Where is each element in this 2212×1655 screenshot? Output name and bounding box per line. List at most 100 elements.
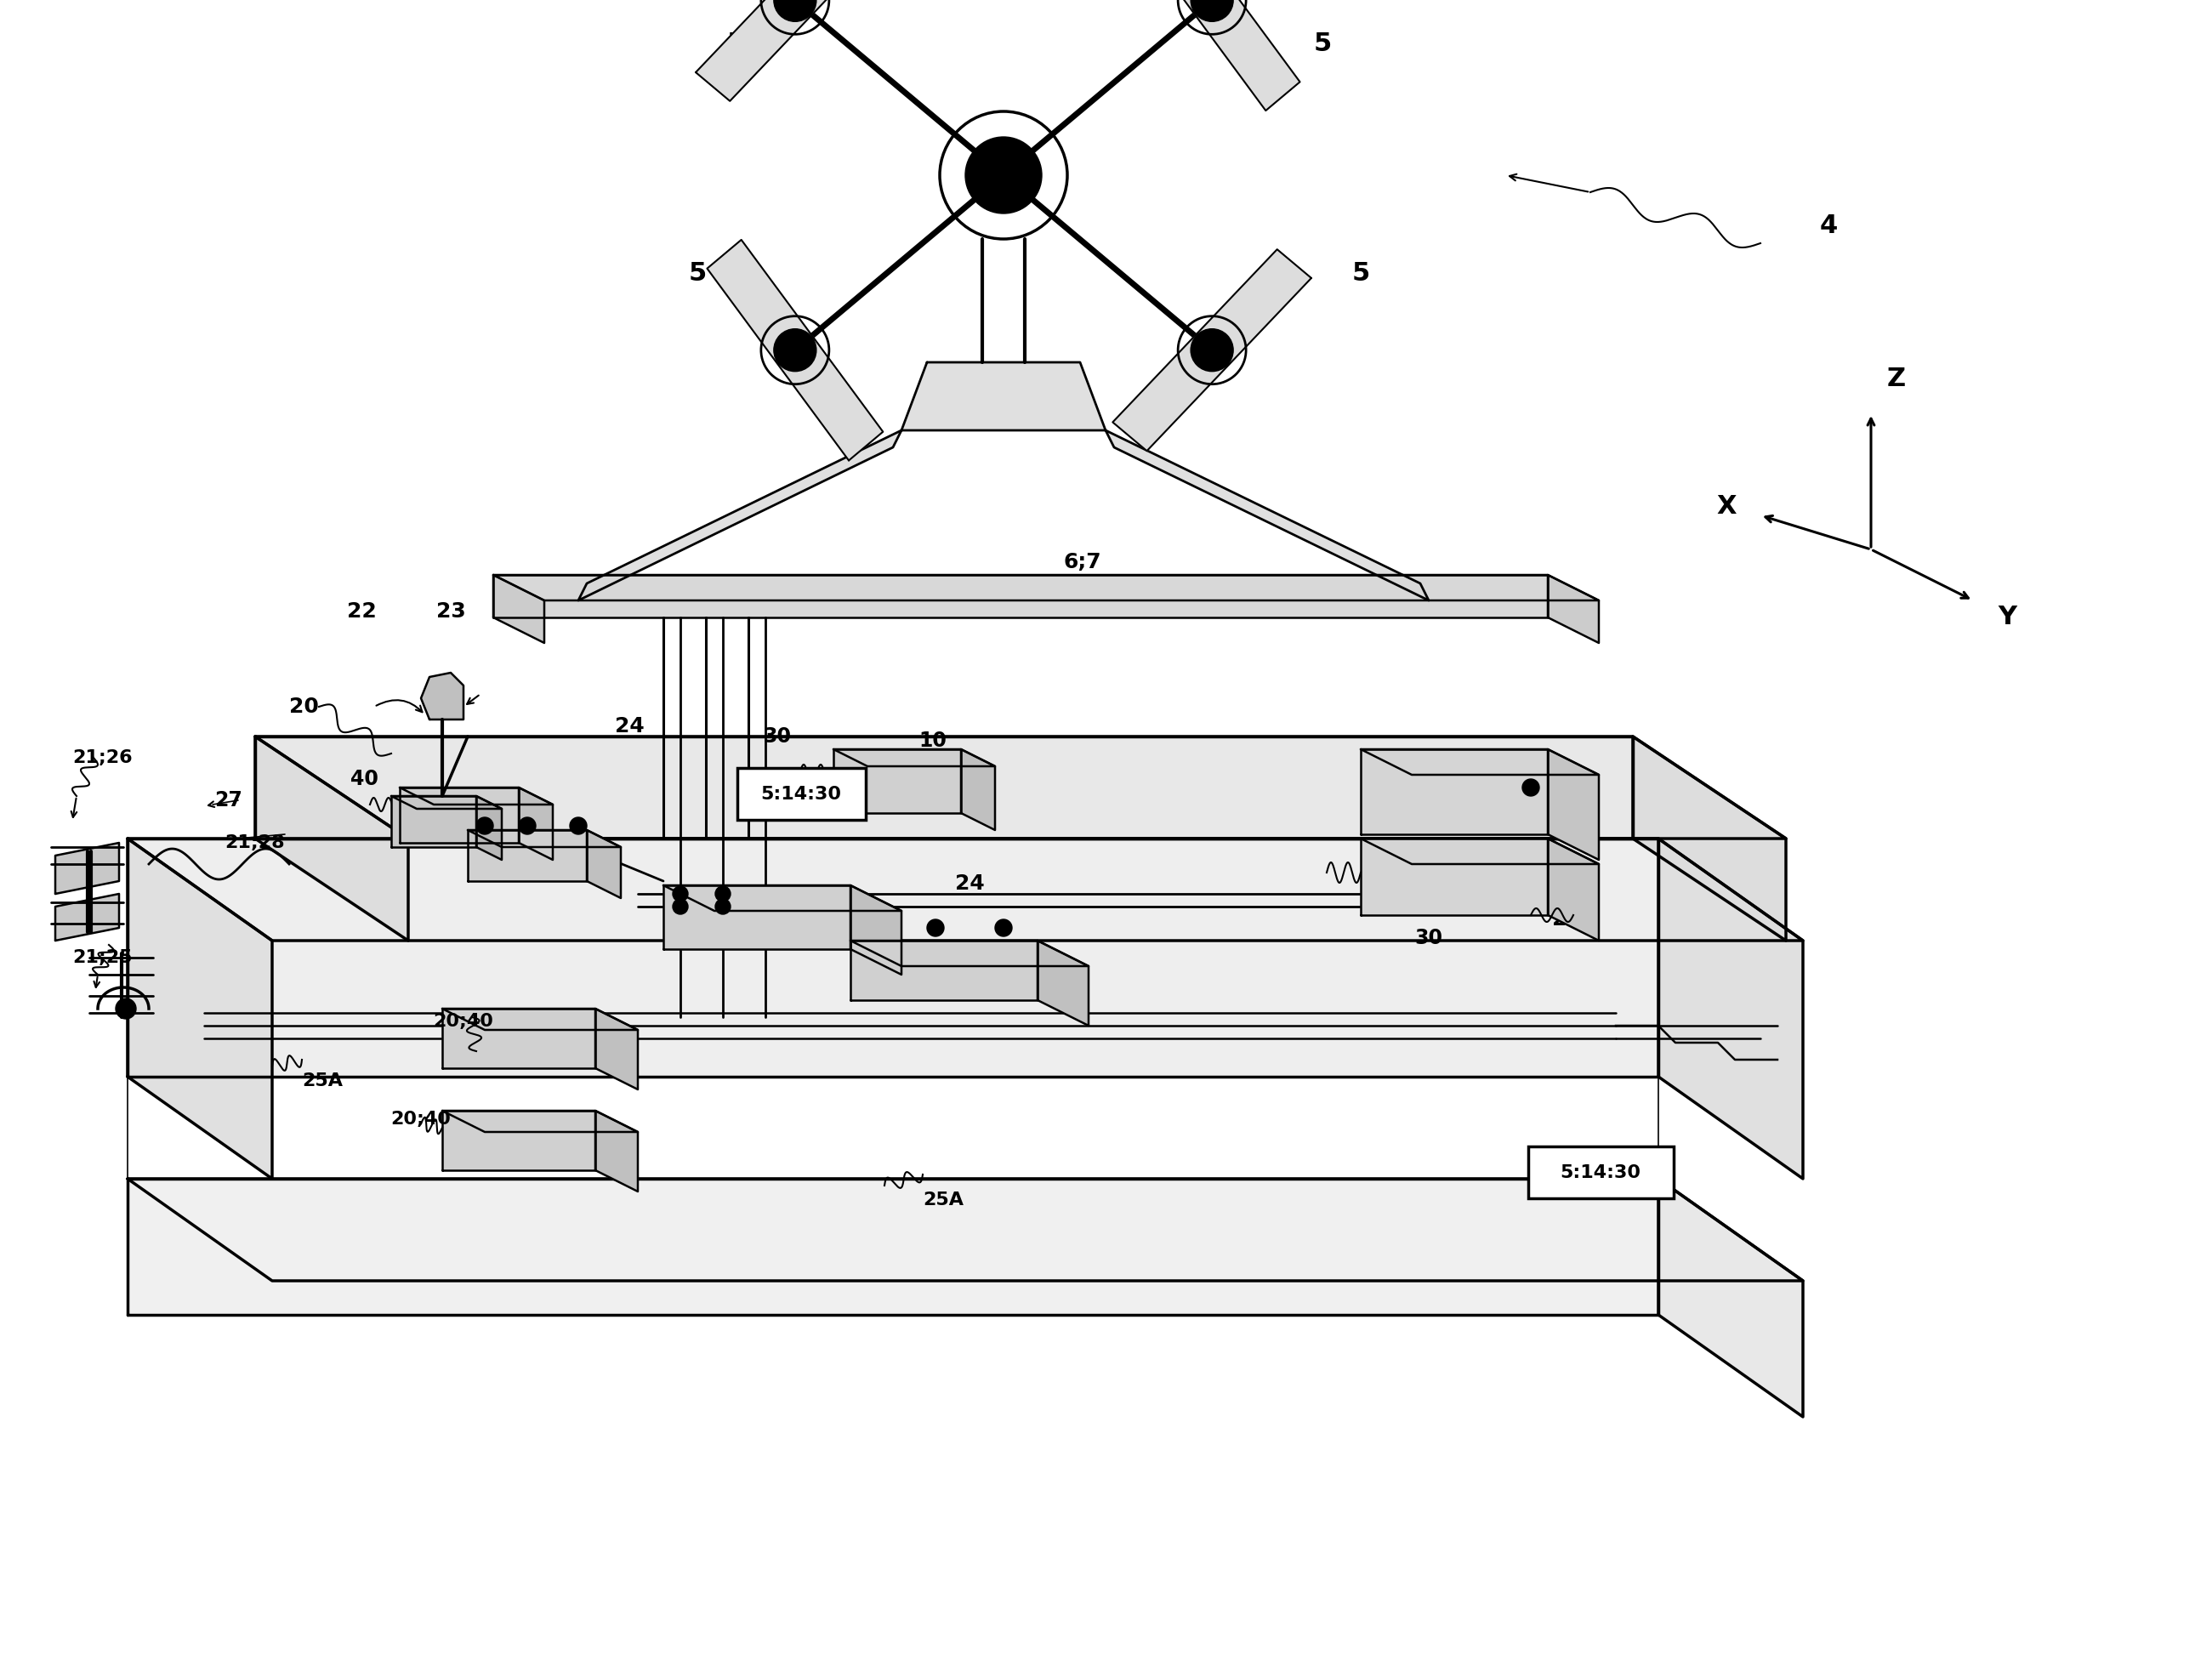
- Text: Z: Z: [1887, 367, 1907, 392]
- Text: 31: 31: [827, 885, 854, 907]
- Text: 5: 5: [688, 261, 706, 285]
- Text: 21;25: 21;25: [73, 948, 133, 967]
- Text: X: X: [1717, 495, 1736, 520]
- Text: 10: 10: [1493, 846, 1520, 866]
- Polygon shape: [1548, 750, 1599, 861]
- Circle shape: [1190, 0, 1234, 22]
- Polygon shape: [902, 362, 1106, 430]
- Polygon shape: [595, 1111, 637, 1192]
- Circle shape: [520, 818, 535, 834]
- Polygon shape: [493, 574, 1548, 617]
- FancyBboxPatch shape: [1528, 1147, 1674, 1198]
- Text: 5: 5: [1352, 261, 1369, 285]
- Circle shape: [995, 919, 1013, 937]
- FancyBboxPatch shape: [737, 768, 865, 819]
- Text: 5: 5: [1314, 31, 1332, 56]
- Circle shape: [774, 329, 816, 371]
- Polygon shape: [708, 240, 883, 460]
- Polygon shape: [128, 1178, 1659, 1314]
- Text: 22: 22: [347, 601, 376, 622]
- Text: 21;28: 21;28: [226, 834, 285, 851]
- Polygon shape: [400, 788, 520, 842]
- Polygon shape: [1113, 250, 1312, 450]
- Text: Y: Y: [1997, 606, 2017, 631]
- Polygon shape: [849, 940, 1088, 967]
- Text: 23: 23: [436, 601, 465, 622]
- Text: 21;26: 21;26: [73, 750, 133, 766]
- Polygon shape: [1360, 750, 1548, 834]
- Polygon shape: [595, 1008, 637, 1089]
- Polygon shape: [128, 839, 1659, 1077]
- Polygon shape: [467, 831, 622, 847]
- Circle shape: [520, 818, 535, 834]
- Polygon shape: [1360, 839, 1548, 915]
- Circle shape: [571, 818, 586, 834]
- Text: 33: 33: [1471, 756, 1500, 776]
- Polygon shape: [442, 1008, 637, 1029]
- Text: 10: 10: [918, 730, 947, 751]
- Polygon shape: [128, 839, 272, 1178]
- Text: 30: 30: [1416, 928, 1442, 948]
- Text: 5:14:30: 5:14:30: [1559, 1163, 1641, 1182]
- Polygon shape: [1106, 430, 1429, 601]
- Circle shape: [1522, 780, 1540, 796]
- Text: 25A: 25A: [301, 1072, 343, 1089]
- Polygon shape: [1360, 750, 1599, 775]
- Polygon shape: [493, 574, 1599, 601]
- Circle shape: [571, 818, 586, 834]
- Text: 30: 30: [763, 727, 792, 746]
- Circle shape: [995, 920, 1011, 935]
- Polygon shape: [467, 831, 586, 880]
- Polygon shape: [1360, 839, 1599, 864]
- Polygon shape: [128, 1178, 1803, 1281]
- Polygon shape: [392, 796, 476, 847]
- Polygon shape: [55, 842, 119, 894]
- Polygon shape: [849, 940, 1037, 1000]
- Polygon shape: [254, 736, 1632, 839]
- Text: 6;7: 6;7: [1064, 553, 1102, 573]
- Polygon shape: [493, 574, 544, 642]
- Text: 20;40: 20;40: [392, 1111, 451, 1127]
- Polygon shape: [442, 1008, 595, 1067]
- Polygon shape: [55, 894, 119, 940]
- Circle shape: [478, 818, 493, 834]
- Polygon shape: [392, 796, 502, 809]
- Polygon shape: [520, 788, 553, 861]
- Polygon shape: [1124, 0, 1301, 111]
- Circle shape: [774, 0, 816, 22]
- Text: 40: 40: [349, 770, 378, 789]
- Circle shape: [115, 998, 137, 1019]
- Polygon shape: [1659, 1178, 1803, 1417]
- Polygon shape: [1632, 736, 1785, 940]
- Text: 20: 20: [290, 697, 319, 717]
- Text: 4: 4: [1820, 213, 1838, 238]
- Circle shape: [476, 818, 493, 834]
- Circle shape: [927, 920, 942, 935]
- Text: 24: 24: [956, 874, 984, 894]
- Polygon shape: [420, 672, 465, 720]
- Text: 20;40: 20;40: [434, 1013, 493, 1029]
- Polygon shape: [1548, 574, 1599, 642]
- Polygon shape: [476, 796, 502, 861]
- Polygon shape: [697, 0, 894, 101]
- Polygon shape: [834, 750, 995, 766]
- Circle shape: [672, 885, 688, 902]
- Polygon shape: [577, 430, 902, 601]
- Text: 27: 27: [215, 789, 243, 811]
- Circle shape: [714, 885, 730, 902]
- Text: 24: 24: [1553, 909, 1582, 930]
- Polygon shape: [1659, 839, 1803, 1178]
- Polygon shape: [586, 831, 622, 899]
- Polygon shape: [834, 750, 960, 813]
- Polygon shape: [1548, 839, 1599, 940]
- Polygon shape: [849, 885, 902, 975]
- Circle shape: [672, 899, 688, 914]
- Circle shape: [927, 919, 945, 937]
- Polygon shape: [664, 885, 902, 910]
- Text: 25A: 25A: [922, 1192, 964, 1208]
- Polygon shape: [400, 788, 553, 804]
- Polygon shape: [128, 839, 1803, 940]
- Text: 5:14:30: 5:14:30: [761, 786, 841, 803]
- Text: 24: 24: [615, 717, 644, 736]
- Text: 5: 5: [726, 31, 745, 56]
